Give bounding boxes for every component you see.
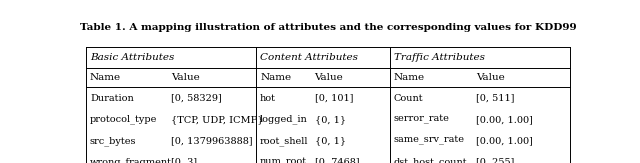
Text: [0.00, 1.00]: [0.00, 1.00] [476, 136, 532, 145]
Text: {0, 1}: {0, 1} [315, 115, 346, 124]
Text: [0.00, 1.00]: [0.00, 1.00] [476, 115, 532, 124]
Text: wrong_fragment: wrong_fragment [90, 157, 172, 163]
Text: Value: Value [171, 73, 200, 82]
Text: {0, 1}: {0, 1} [315, 136, 346, 145]
Text: [0, 1379963888]: [0, 1379963888] [171, 136, 252, 145]
Text: root_shell: root_shell [260, 136, 308, 146]
Text: Duration: Duration [90, 94, 134, 103]
Text: Value: Value [476, 73, 504, 82]
Text: logged_in: logged_in [260, 114, 308, 124]
Text: Traffic Attributes: Traffic Attributes [394, 53, 485, 62]
Text: hot: hot [260, 94, 276, 103]
Text: Name: Name [90, 73, 121, 82]
Text: Name: Name [260, 73, 291, 82]
Text: {TCP, UDP, ICMP}: {TCP, UDP, ICMP} [171, 115, 263, 124]
Text: Value: Value [315, 73, 343, 82]
Text: [0, 58329]: [0, 58329] [171, 94, 221, 103]
Text: [0, 255]: [0, 255] [476, 157, 514, 163]
Text: Table 1. A mapping illustration of attributes and the corresponding values for K: Table 1. A mapping illustration of attri… [80, 23, 576, 32]
Text: [0, 3]: [0, 3] [171, 157, 197, 163]
Text: serror_rate: serror_rate [394, 115, 450, 124]
Text: same_srv_rate: same_srv_rate [394, 136, 465, 145]
Text: num_root: num_root [260, 157, 307, 163]
Text: Name: Name [394, 73, 425, 82]
Text: src_bytes: src_bytes [90, 136, 136, 146]
Text: dst_host_count: dst_host_count [394, 157, 468, 163]
Text: Content Attributes: Content Attributes [260, 53, 358, 62]
Text: [0, 101]: [0, 101] [315, 94, 353, 103]
Text: [0, 511]: [0, 511] [476, 94, 515, 103]
Text: protocol_type: protocol_type [90, 114, 157, 124]
Text: [0, 7468]: [0, 7468] [315, 157, 359, 163]
Text: Count: Count [394, 94, 424, 103]
Text: Basic Attributes: Basic Attributes [90, 53, 174, 62]
